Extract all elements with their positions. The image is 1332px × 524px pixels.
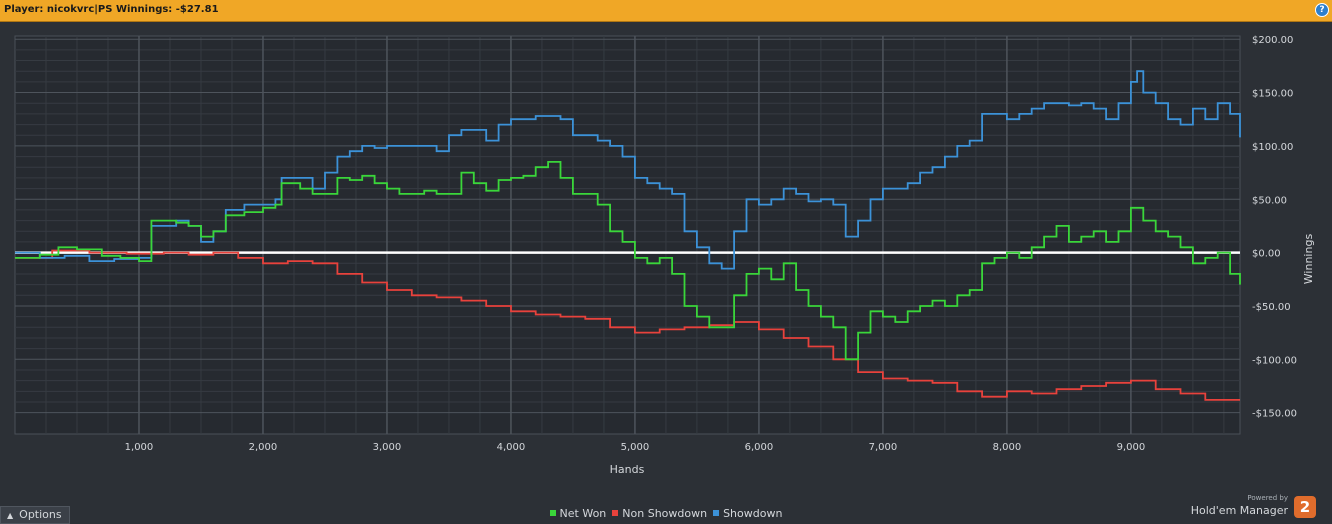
brand-logo-icon: 2 — [1294, 496, 1316, 518]
y-axis-ticks: $200.00 $150.00 $100.00 $50.00 $0.00 -$50.00 -… — [1252, 35, 1297, 419]
winnings-chart: 1,000 2,000 3,000 4,000 5,000 6,000 7,000 8,000… — [14, 35, 1315, 476]
legend-swatch — [549, 510, 556, 516]
x-axis-title: Hands — [610, 463, 645, 476]
chart-legend: Net Won Non Showdown Showdown — [0, 507, 1332, 520]
x-tick-label: 3,000 — [373, 442, 402, 453]
x-tick-label: 6,000 — [745, 442, 774, 453]
window-title: Player: nicokvrc|PS Winnings: -$27.81 — [4, 4, 219, 15]
options-button[interactable]: ▲ Options — [0, 506, 70, 524]
y-tick-label: -$150.00 — [1252, 409, 1297, 420]
legend-swatch — [713, 510, 720, 516]
legend-item: Net Won — [549, 507, 607, 520]
legend-label: Showdown — [723, 507, 783, 520]
y-tick-label: $150.00 — [1252, 89, 1293, 100]
powered-by-label: Powered by — [1247, 494, 1288, 502]
series-line-net-won — [15, 161, 1241, 361]
series-layer — [15, 70, 1241, 401]
y-tick-label: -$100.00 — [1252, 355, 1297, 366]
x-tick-label: 8,000 — [993, 442, 1022, 453]
brand-footer: Powered by Hold'em Manager 2 — [1186, 494, 1326, 522]
title-bar: Player: nicokvrc|PS Winnings: -$27.81 ? — [0, 0, 1332, 22]
legend-label: Net Won — [559, 507, 607, 520]
brand-name: Hold'em Manager — [1190, 504, 1288, 517]
legend-item: Non Showdown — [612, 507, 707, 520]
y-tick-label: -$50.00 — [1252, 302, 1291, 313]
y-tick-label: $200.00 — [1252, 35, 1293, 46]
x-tick-label: 5,000 — [621, 442, 650, 453]
x-tick-label: 2,000 — [249, 442, 278, 453]
y-axis-title: Winnings — [1302, 234, 1315, 285]
question-mark-icon[interactable]: ? — [1315, 3, 1329, 17]
y-tick-label: $0.00 — [1252, 249, 1281, 260]
options-label: Options — [19, 508, 62, 521]
legend-label: Non Showdown — [622, 507, 708, 520]
legend-swatch — [612, 510, 619, 516]
x-tick-label: 9,000 — [1117, 442, 1146, 453]
x-tick-label: 4,000 — [497, 442, 526, 453]
y-tick-label: $50.00 — [1252, 195, 1287, 206]
x-tick-label: 1,000 — [125, 442, 154, 453]
y-tick-label: $100.00 — [1252, 142, 1293, 153]
grid-major — [15, 36, 1240, 434]
x-tick-label: 7,000 — [869, 442, 898, 453]
series-line-non-showdown — [15, 249, 1240, 401]
caret-up-icon: ▲ — [7, 511, 14, 520]
plot-area — [14, 35, 1241, 435]
legend-item: Showdown — [713, 507, 782, 520]
x-axis-ticks: 1,000 2,000 3,000 4,000 5,000 6,000 7,000 8,000… — [125, 442, 1146, 453]
